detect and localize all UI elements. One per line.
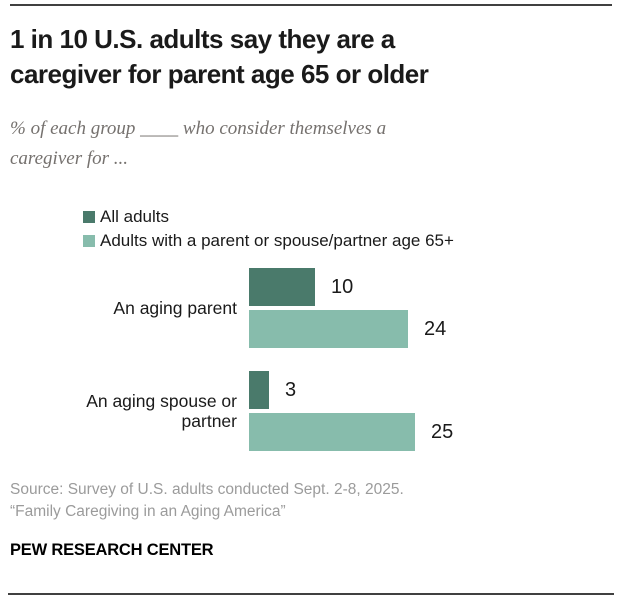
title-line-2: caregiver for parent age 65 or older	[10, 59, 429, 89]
value-label: 3	[285, 378, 297, 401]
source-note: Source: Survey of U.S. adults conducted …	[10, 479, 590, 523]
bottom-divider	[8, 593, 614, 595]
legend-swatch-dark-icon	[83, 211, 95, 223]
bar-chart: An aging parent 10 24 An aging spouse or…	[10, 268, 610, 474]
bar-row: 24	[249, 310, 610, 348]
top-divider	[10, 4, 612, 6]
chart-group-aging-parent: An aging parent 10 24	[10, 268, 610, 348]
legend-item-adults-65plus: Adults with a parent or spouse/partner a…	[83, 229, 454, 253]
legend-swatch-light-icon	[83, 235, 95, 247]
subtitle-line-2: caregiver for ...	[10, 148, 129, 169]
title-line-1: 1 in 10 U.S. adults say they are a	[10, 24, 395, 54]
legend: All adults Adults with a parent or spous…	[83, 205, 454, 253]
bar-all-adults-parent	[249, 268, 315, 306]
legend-item-all-adults: All adults	[83, 205, 454, 229]
bar-all-adults-spouse	[249, 371, 269, 409]
bar-row: 25	[249, 413, 610, 451]
value-label: 24	[424, 317, 447, 340]
source-line-1: Source: Survey of U.S. adults conducted …	[10, 481, 404, 498]
category-label: An aging spouse or partner	[86, 391, 237, 431]
source-line-2: “Family Caregiving in an Aging America”	[10, 503, 286, 520]
bar-65plus-parent	[249, 310, 408, 348]
chart-group-aging-spouse: An aging spouse or partner 3 25	[10, 371, 610, 451]
pew-research-center-wordmark: PEW RESEARCH CENTER	[10, 541, 214, 559]
chart-subtitle: % of each group ____ who consider themse…	[10, 114, 570, 174]
bar-row: 3	[249, 371, 610, 409]
bar-65plus-spouse	[249, 413, 415, 451]
category-label: An aging parent	[113, 298, 237, 318]
legend-label: Adults with a parent or spouse/partner a…	[100, 231, 454, 250]
page-title: 1 in 10 U.S. adults say they are a careg…	[10, 22, 590, 92]
bar-row: 10	[249, 268, 610, 306]
legend-label: All adults	[100, 207, 169, 226]
subtitle-line-1: % of each group ____ who consider themse…	[10, 118, 387, 139]
value-label: 10	[331, 275, 354, 298]
value-label: 25	[431, 420, 454, 443]
